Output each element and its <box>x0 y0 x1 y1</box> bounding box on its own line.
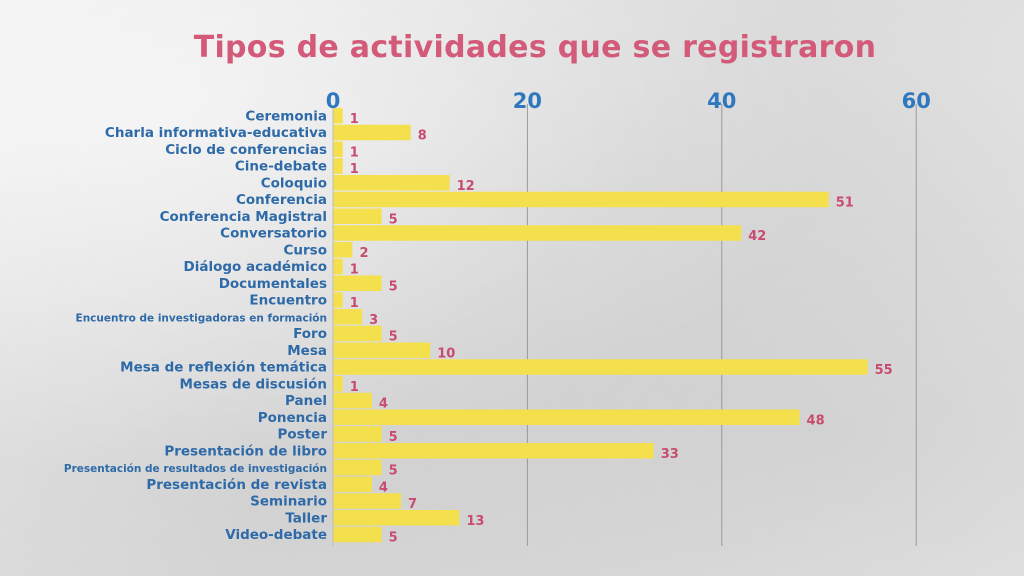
bar <box>333 242 353 258</box>
value-label: 13 <box>466 514 484 529</box>
value-label: 8 <box>418 129 427 144</box>
category-label: Encuentro <box>249 293 327 309</box>
category-label: Presentación de resultados de investigac… <box>64 463 327 475</box>
value-label: 1 <box>350 296 359 311</box>
value-label: 1 <box>350 263 359 278</box>
bar <box>333 275 382 291</box>
x-tick-label: 0 <box>326 89 341 113</box>
bar <box>333 493 402 509</box>
value-label: 55 <box>875 363 893 378</box>
category-label: Conferencia Magistral <box>160 209 327 225</box>
bar <box>333 258 343 275</box>
bar <box>333 208 382 224</box>
category-label: Mesa <box>287 343 327 359</box>
value-label: 51 <box>836 196 854 211</box>
category-label: Conferencia <box>236 192 327 208</box>
category-label: Ciclo de conferencias <box>165 142 327 158</box>
x-tick-label: 20 <box>513 89 542 113</box>
bar <box>333 225 742 241</box>
category-label: Poster <box>278 427 328 443</box>
bar <box>333 376 343 392</box>
bar <box>333 526 382 543</box>
category-label: Taller <box>285 510 327 526</box>
category-label: Conversatorio <box>220 226 327 242</box>
category-label: Presentación de revista <box>146 477 327 493</box>
bar <box>333 459 382 476</box>
category-label: Panel <box>285 393 327 409</box>
category-label: Encuentro de investigadoras en formación <box>76 312 327 324</box>
x-tick-label: 40 <box>707 89 736 113</box>
category-label: Foro <box>293 326 327 342</box>
value-label: 1 <box>350 112 359 127</box>
category-label: Presentación de libro <box>164 443 327 459</box>
value-label: 33 <box>661 447 679 462</box>
bar <box>333 108 343 124</box>
bar <box>333 124 411 141</box>
bar <box>333 158 343 174</box>
bar <box>333 392 372 409</box>
bar <box>333 342 431 358</box>
bar <box>333 292 343 308</box>
category-label: Video-debate <box>225 527 327 543</box>
value-label: 5 <box>389 330 398 345</box>
category-label: Documentales <box>219 276 327 292</box>
bar <box>333 443 654 459</box>
bar <box>333 325 382 342</box>
bar <box>333 476 372 492</box>
bar <box>333 409 800 425</box>
value-label: 5 <box>389 430 398 445</box>
x-tick-label: 60 <box>902 89 931 113</box>
value-label: 5 <box>389 464 398 479</box>
value-label: 48 <box>807 413 825 428</box>
value-label: 1 <box>350 380 359 395</box>
category-label: Seminario <box>250 494 327 510</box>
category-label: Ceremonia <box>245 108 327 124</box>
value-label: 5 <box>389 212 398 227</box>
value-label: 3 <box>369 313 378 328</box>
bar <box>333 426 382 442</box>
value-label: 5 <box>389 279 398 294</box>
value-label: 12 <box>457 179 475 194</box>
value-label: 2 <box>359 246 368 261</box>
category-label: Mesa de reflexión temática <box>120 360 327 376</box>
value-label: 42 <box>748 229 766 244</box>
category-label: Charla informativa-educativa <box>105 125 327 141</box>
category-label: Diálogo académico <box>184 259 328 275</box>
category-label: Curso <box>284 242 328 258</box>
bar <box>333 175 450 191</box>
bar <box>333 359 868 375</box>
category-label: Mesas de discusión <box>180 376 327 392</box>
value-label: 5 <box>389 531 398 546</box>
chart-title: Tipos de actividades que se registraron <box>193 30 877 65</box>
value-label: 4 <box>379 480 388 495</box>
value-label: 1 <box>350 145 359 160</box>
category-label: Coloquio <box>261 175 327 191</box>
value-label: 1 <box>350 162 359 177</box>
category-label: Cine-debate <box>235 159 327 175</box>
value-label: 4 <box>379 397 388 412</box>
value-label: 10 <box>437 346 455 361</box>
bar <box>333 191 829 208</box>
category-label: Ponencia <box>258 410 327 426</box>
bar <box>333 510 460 526</box>
bar <box>333 141 343 157</box>
value-label: 7 <box>408 497 417 512</box>
bar <box>333 309 363 325</box>
